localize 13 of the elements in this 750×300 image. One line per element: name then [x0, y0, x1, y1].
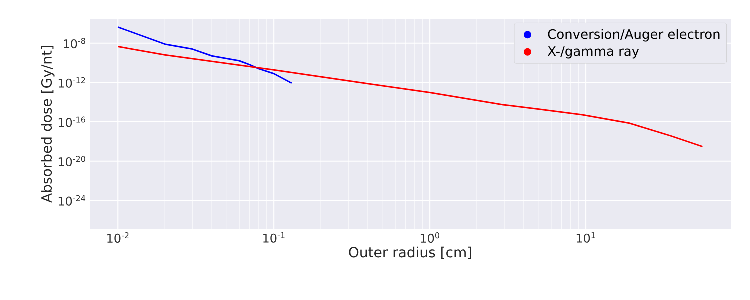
y-tick-label: 10$^{-12}$ [58, 77, 86, 88]
y-tick-label: 10$^{-8}$ [64, 38, 86, 49]
x-tick-label: 10$^{-2}$ [108, 232, 129, 243]
y-tick-label: 10$^{-24}$ [58, 195, 86, 206]
x-axis-title: Outer radius [cm] [349, 246, 472, 260]
legend-label: X-/gamma ray [548, 46, 640, 59]
y-axis-title: Absorbed dose [Gy/nt] [41, 46, 55, 203]
y-tick-label: 10$^{-20}$ [58, 156, 86, 167]
x-tick-label: 10$^{0}$ [420, 232, 440, 243]
legend-label: Conversion/Auger electron [548, 29, 720, 42]
y-tick-label: 10$^{-16}$ [58, 116, 86, 128]
x-tick-label: 10$^{-1}$ [264, 232, 285, 243]
x-tick-label: 10$^{1}$ [576, 232, 596, 243]
